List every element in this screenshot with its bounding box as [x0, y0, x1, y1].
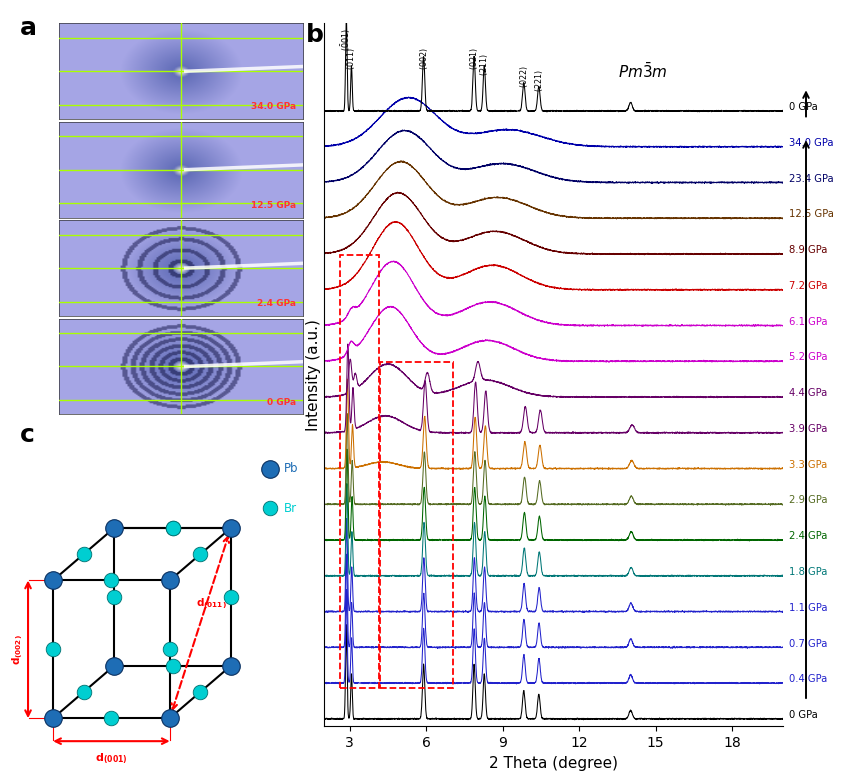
- Text: $(221)$: $(221)$: [533, 70, 545, 92]
- Text: b: b: [306, 23, 323, 48]
- Point: [224, 590, 237, 603]
- Point: [104, 712, 118, 725]
- Text: 6.1 GPa: 6.1 GPa: [790, 317, 828, 326]
- Point: [77, 548, 90, 561]
- Text: $(\bar{0}01)$: $(\bar{0}01)$: [339, 28, 354, 51]
- Text: 0.7 GPa: 0.7 GPa: [790, 639, 828, 648]
- Point: [263, 462, 276, 475]
- Text: Br: Br: [284, 501, 296, 515]
- Point: [108, 590, 121, 603]
- Point: [166, 522, 179, 534]
- Text: $\mathbf{d_{(002)}}$: $\mathbf{d_{(002)}}$: [11, 634, 25, 665]
- Point: [166, 659, 179, 672]
- Text: 12.5 GPa: 12.5 GPa: [251, 201, 296, 210]
- Text: c: c: [19, 423, 35, 447]
- Text: $(002)$: $(002)$: [418, 47, 429, 70]
- Bar: [340, 255, 380, 688]
- Text: 1.8 GPa: 1.8 GPa: [790, 567, 828, 577]
- Text: $\mathbf{d_{(011)}}$: $\mathbf{d_{(011)}}$: [196, 597, 226, 612]
- Text: 0.4 GPa: 0.4 GPa: [790, 674, 828, 684]
- Text: 0 GPa: 0 GPa: [790, 102, 818, 112]
- Text: 3.9 GPa: 3.9 GPa: [790, 424, 828, 434]
- Text: 12.5 GPa: 12.5 GPa: [790, 209, 834, 219]
- Text: $Pm\bar{3}m$: $Pm\bar{3}m$: [618, 62, 668, 81]
- Point: [194, 686, 207, 698]
- Text: 5.2 GPa: 5.2 GPa: [790, 352, 828, 362]
- Point: [163, 574, 177, 587]
- Point: [224, 659, 237, 672]
- Text: 0 GPa: 0 GPa: [790, 710, 818, 720]
- Point: [263, 502, 276, 515]
- Point: [224, 522, 237, 534]
- Text: $(022)$: $(022)$: [518, 66, 530, 88]
- Point: [163, 643, 177, 655]
- Text: 1.1 GPa: 1.1 GPa: [790, 603, 828, 613]
- Text: 2.4 GPa: 2.4 GPa: [790, 531, 828, 541]
- Point: [194, 548, 207, 561]
- Text: 23.4 GPa: 23.4 GPa: [790, 173, 834, 184]
- Point: [77, 686, 90, 698]
- Text: 8.9 GPa: 8.9 GPa: [790, 245, 828, 255]
- Point: [46, 574, 60, 587]
- Y-axis label: Intensity (a.u.): Intensity (a.u.): [306, 319, 322, 431]
- Text: 2.9 GPa: 2.9 GPa: [790, 495, 828, 505]
- Point: [46, 643, 60, 655]
- Text: 3.3 GPa: 3.3 GPa: [790, 460, 828, 469]
- Text: $\mathbf{d_{(001)}}$: $\mathbf{d_{(001)}}$: [95, 751, 128, 765]
- Point: [108, 659, 121, 672]
- Text: 4.4 GPa: 4.4 GPa: [790, 388, 828, 398]
- Point: [166, 522, 179, 534]
- Text: 7.2 GPa: 7.2 GPa: [790, 281, 828, 291]
- Text: $(011)$: $(011)$: [345, 47, 358, 70]
- Text: Pb: Pb: [284, 462, 298, 476]
- Text: 0 GPa: 0 GPa: [267, 398, 296, 407]
- Bar: [381, 362, 453, 688]
- X-axis label: 2 Theta (degree): 2 Theta (degree): [489, 755, 618, 771]
- Text: 34.0 GPa: 34.0 GPa: [790, 138, 834, 148]
- Text: a: a: [19, 16, 37, 40]
- Point: [104, 574, 118, 587]
- Text: $(211)$: $(211)$: [478, 53, 490, 76]
- Text: 2.4 GPa: 2.4 GPa: [257, 299, 296, 308]
- Text: $(021)$: $(021)$: [468, 47, 480, 70]
- Text: 34.0 GPa: 34.0 GPa: [251, 102, 296, 112]
- Point: [163, 712, 177, 725]
- Point: [46, 712, 60, 725]
- Point: [108, 522, 121, 534]
